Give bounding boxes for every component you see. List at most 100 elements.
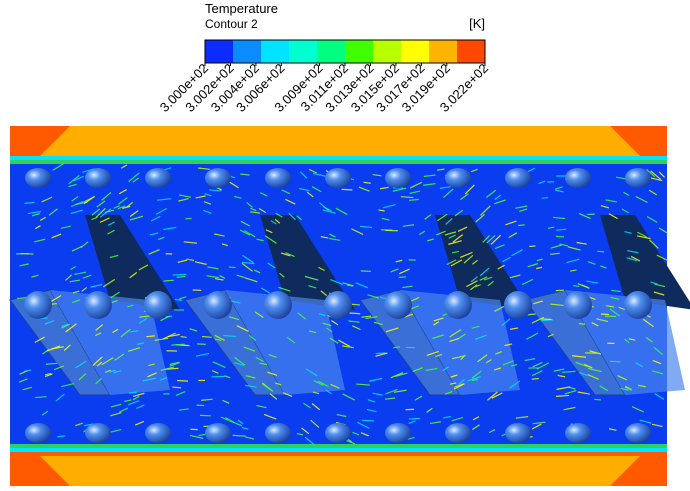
velocity-vector xyxy=(521,278,534,286)
velocity-vector xyxy=(342,282,354,287)
velocity-vector xyxy=(621,208,629,214)
velocity-vector xyxy=(298,187,310,192)
velocity-vector xyxy=(57,435,66,438)
velocity-vector xyxy=(198,433,206,437)
sphere xyxy=(85,168,111,188)
velocity-vector xyxy=(555,235,565,238)
velocity-vector xyxy=(206,275,219,279)
velocity-vector xyxy=(437,168,445,171)
velocity-vector xyxy=(233,362,245,366)
velocity-vector xyxy=(398,268,410,275)
velocity-vector xyxy=(356,383,370,386)
velocity-vector xyxy=(564,389,577,395)
velocity-vector xyxy=(352,431,360,436)
velocity-vector xyxy=(44,373,53,378)
velocity-vector xyxy=(99,217,110,224)
velocity-vector xyxy=(148,363,155,366)
velocity-vector xyxy=(305,368,318,377)
velocity-vector xyxy=(242,254,254,264)
fin-face xyxy=(565,290,685,395)
velocity-vector xyxy=(412,367,423,373)
sphere xyxy=(445,423,471,443)
velocity-vector xyxy=(502,360,514,366)
velocity-vector xyxy=(84,196,95,203)
velocity-vector xyxy=(201,335,212,338)
velocity-vector xyxy=(552,216,566,220)
velocity-vector xyxy=(68,183,77,188)
color-swatch xyxy=(345,40,374,63)
velocity-vector xyxy=(360,432,370,437)
velocity-vector xyxy=(555,189,564,193)
velocity-vector xyxy=(45,372,52,376)
velocity-vector xyxy=(567,246,581,251)
velocity-vector xyxy=(71,299,81,304)
velocity-vector xyxy=(418,230,426,236)
velocity-vector xyxy=(617,375,628,381)
velocity-vector xyxy=(167,333,180,338)
velocity-vector xyxy=(626,257,637,262)
velocity-vector xyxy=(658,227,668,234)
velocity-vector xyxy=(245,436,255,440)
sphere xyxy=(205,423,231,443)
velocity-vector xyxy=(244,277,258,283)
velocity-vector xyxy=(296,433,304,436)
velocity-vector xyxy=(485,189,497,199)
velocity-vector xyxy=(120,164,128,169)
velocity-vector xyxy=(48,208,58,216)
velocity-vector xyxy=(342,345,355,349)
velocity-vector xyxy=(330,320,339,326)
velocity-vector xyxy=(393,346,401,349)
velocity-vector xyxy=(649,239,659,249)
velocity-vector xyxy=(109,254,119,259)
velocity-vector xyxy=(361,419,374,422)
velocity-vector xyxy=(487,280,494,287)
velocity-vector xyxy=(194,261,207,265)
velocity-vector xyxy=(120,328,131,338)
velocity-vector xyxy=(171,343,185,346)
velocity-vector xyxy=(550,303,564,307)
velocity-vector xyxy=(409,181,423,189)
velocity-vector xyxy=(237,419,244,425)
velocity-vector xyxy=(532,421,546,425)
velocity-vector xyxy=(382,204,396,209)
velocity-vector xyxy=(70,265,77,271)
color-swatch xyxy=(317,40,346,63)
velocity-vector xyxy=(259,362,268,366)
velocity-vector xyxy=(245,375,256,379)
velocity-vector xyxy=(281,189,291,195)
velocity-vector xyxy=(169,361,181,367)
velocity-vector xyxy=(426,407,433,413)
velocity-vector xyxy=(92,356,103,367)
velocity-vector xyxy=(261,383,274,393)
velocity-vector xyxy=(555,394,570,398)
velocity-vector xyxy=(505,220,517,226)
fin-shadow xyxy=(85,215,180,310)
velocity-vector xyxy=(241,427,249,430)
velocity-vector xyxy=(329,237,341,241)
velocity-vector xyxy=(378,209,385,212)
velocity-vector xyxy=(589,350,602,355)
velocity-vector xyxy=(427,238,434,242)
velocity-vector xyxy=(270,220,277,225)
velocity-vector xyxy=(531,377,539,380)
sphere xyxy=(565,168,591,188)
velocity-vector xyxy=(649,177,663,182)
velocity-vector xyxy=(474,284,481,288)
velocity-vector xyxy=(282,392,293,398)
velocity-vector xyxy=(24,201,35,204)
velocity-vector xyxy=(409,198,419,202)
sphere xyxy=(25,168,51,188)
velocity-vector xyxy=(451,416,464,422)
velocity-vector xyxy=(275,212,283,218)
velocity-vector xyxy=(491,392,503,399)
velocity-vector xyxy=(402,285,413,289)
velocity-vector xyxy=(72,175,84,182)
velocity-vector xyxy=(322,322,332,327)
velocity-vector xyxy=(129,271,138,279)
velocity-vector xyxy=(104,209,115,214)
velocity-vector xyxy=(531,370,543,377)
velocity-vector xyxy=(34,336,45,343)
color-swatch xyxy=(373,40,402,63)
velocity-vector xyxy=(573,285,580,288)
velocity-vector xyxy=(366,408,377,413)
